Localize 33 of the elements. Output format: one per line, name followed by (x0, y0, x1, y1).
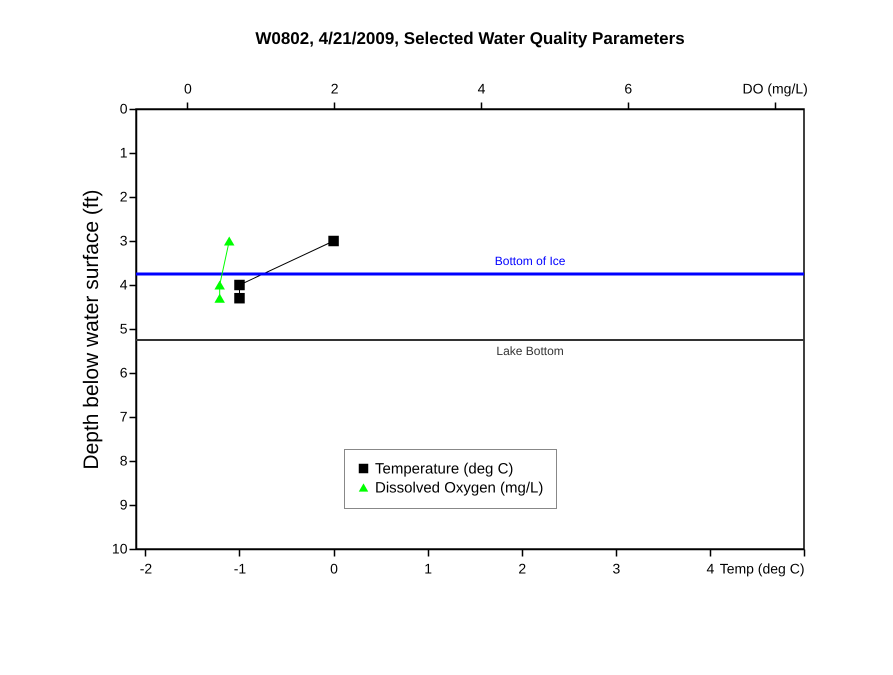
y-tick-label: 10 (112, 540, 128, 556)
legend-label: Dissolved Oxygen (mg/L) (375, 480, 544, 496)
y-tick-label: 1 (120, 144, 128, 160)
y-tick-label: 3 (120, 232, 128, 248)
x2-tick-label: 0 (184, 80, 192, 96)
y-tick-label: 4 (120, 276, 128, 292)
ref-line-label: Bottom of Ice (494, 254, 566, 268)
chart-title: W0802, 4/21/2009, Selected Water Quality Parameters (255, 29, 685, 48)
y-tick-label: 2 (120, 188, 128, 204)
x2-tick-label: 4 (478, 80, 486, 96)
point (234, 280, 245, 290)
y-tick-label: 5 (120, 320, 128, 336)
x-tick-label: -2 (140, 560, 152, 576)
x-tick-label: 3 (612, 560, 620, 576)
ref-line-label: Lake Bottom (496, 344, 564, 358)
y-tick-label: 7 (120, 408, 128, 424)
x2-tick-label: DO (mg/L) (742, 80, 808, 96)
x-tick-label: -1 (234, 560, 246, 576)
x-tick-label: 1 (424, 560, 432, 576)
x2-tick-label: 2 (330, 80, 339, 96)
y-tick-label: 8 (120, 452, 128, 468)
point (234, 292, 245, 304)
x-tick-label: Temp (deg C) (720, 560, 804, 576)
y-tick-label: 9 (120, 496, 128, 512)
x-tick-label: 0 (330, 560, 338, 576)
legend-label: Temperature (deg C) (375, 460, 514, 478)
x-tick-label: 4 (706, 560, 715, 576)
y-tick-label: 0 (120, 100, 128, 116)
x2-tick-label: 6 (624, 80, 632, 96)
point (328, 236, 339, 246)
y-axis-title: Depth below water surface (ft) (80, 189, 103, 470)
x-tick-label: 2 (518, 560, 526, 576)
y-tick-label: 6 (120, 364, 128, 380)
